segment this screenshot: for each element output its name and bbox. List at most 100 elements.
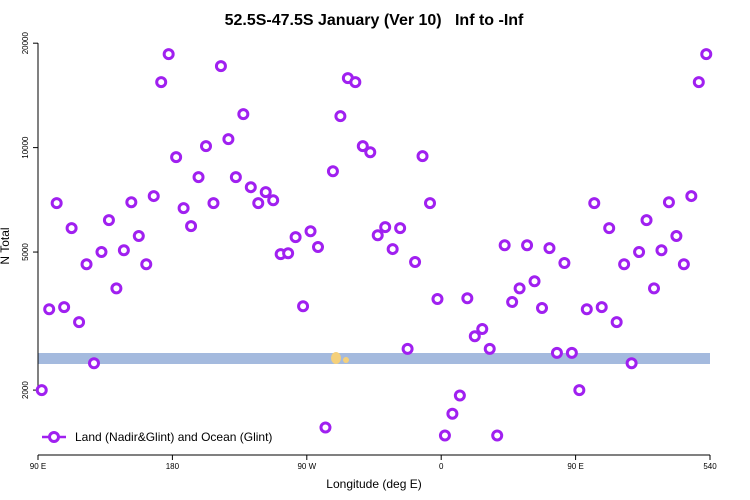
point <box>58 301 71 314</box>
point <box>506 295 519 308</box>
point <box>625 357 638 370</box>
y-tick-label: 2000 <box>21 381 30 399</box>
point <box>297 300 310 313</box>
point <box>192 171 205 184</box>
point <box>117 244 130 257</box>
point <box>73 316 86 329</box>
point <box>102 214 115 227</box>
point <box>371 229 384 242</box>
point <box>565 346 578 359</box>
point <box>558 256 571 269</box>
x-axis-label: Longitude (deg E) <box>326 477 421 491</box>
point <box>65 222 78 235</box>
point <box>125 196 138 209</box>
point <box>200 140 212 153</box>
chart-title: 52.5S-47.5S January (Ver 10) Inf to -Inf <box>225 12 524 29</box>
point <box>573 384 586 397</box>
point <box>289 231 302 244</box>
x-tick-label: 0 <box>439 462 444 471</box>
point <box>282 247 295 260</box>
point <box>580 303 593 316</box>
point <box>513 282 526 295</box>
land-patch <box>343 357 349 363</box>
point <box>222 133 235 146</box>
point <box>401 342 414 355</box>
point <box>177 202 190 215</box>
y-axis-label: N Total <box>0 227 12 264</box>
point <box>214 60 227 73</box>
point <box>655 244 668 257</box>
y-tick-label: 20000 <box>21 32 30 55</box>
point <box>207 197 220 210</box>
plot-area: 2000 5000 10000 20000 90 E 180 90 W 0 90 E 540 Lan… <box>21 32 717 471</box>
point <box>416 150 429 163</box>
point <box>670 230 683 243</box>
point <box>431 293 444 306</box>
point <box>453 389 466 402</box>
point <box>80 258 93 271</box>
point <box>356 140 369 153</box>
point <box>35 384 48 397</box>
point <box>379 221 392 234</box>
point <box>491 429 504 442</box>
point <box>483 342 496 355</box>
point <box>386 243 399 256</box>
point <box>304 225 317 238</box>
point <box>88 357 100 370</box>
point <box>648 282 660 295</box>
point <box>252 197 265 210</box>
point <box>229 171 242 184</box>
x-tick-label: 180 <box>166 462 180 471</box>
point <box>424 197 436 210</box>
point <box>162 48 175 61</box>
point <box>603 222 616 235</box>
legend-label: Land (Nadir&Glint) and Ocean (Glint) <box>75 430 272 444</box>
point <box>43 303 56 316</box>
point <box>700 48 713 61</box>
point <box>610 316 623 329</box>
x-tick-label: 90 W <box>297 462 316 471</box>
point <box>110 282 123 295</box>
y-tick-label: 10000 <box>21 136 30 159</box>
point <box>438 429 451 442</box>
point <box>677 258 690 271</box>
point <box>155 76 168 89</box>
point <box>498 239 511 252</box>
point <box>267 194 280 207</box>
point <box>640 214 653 227</box>
land-patch <box>331 352 341 364</box>
point <box>468 330 481 343</box>
point <box>244 181 257 194</box>
point <box>170 151 183 164</box>
point <box>588 197 601 210</box>
point <box>633 246 646 259</box>
point <box>95 246 108 259</box>
point <box>595 301 608 314</box>
point <box>446 407 459 420</box>
point <box>349 76 362 89</box>
point <box>140 258 153 271</box>
x-tick-label: 90 E <box>567 462 583 471</box>
point <box>528 275 541 288</box>
point <box>662 196 675 209</box>
point <box>685 190 698 203</box>
point <box>476 323 489 336</box>
point <box>521 239 534 252</box>
point <box>409 256 422 269</box>
point <box>319 421 332 434</box>
point <box>147 190 160 203</box>
point <box>185 220 198 233</box>
x-tick-label: 540 <box>703 462 717 471</box>
point <box>334 110 347 123</box>
map-strip <box>38 353 710 364</box>
legend-marker <box>48 431 60 443</box>
point <box>692 76 705 89</box>
point <box>312 241 324 254</box>
point <box>461 292 474 305</box>
point <box>132 230 145 243</box>
point <box>237 108 250 121</box>
point <box>259 186 272 199</box>
point <box>550 346 563 359</box>
x-tick-label: 90 E <box>30 462 46 471</box>
